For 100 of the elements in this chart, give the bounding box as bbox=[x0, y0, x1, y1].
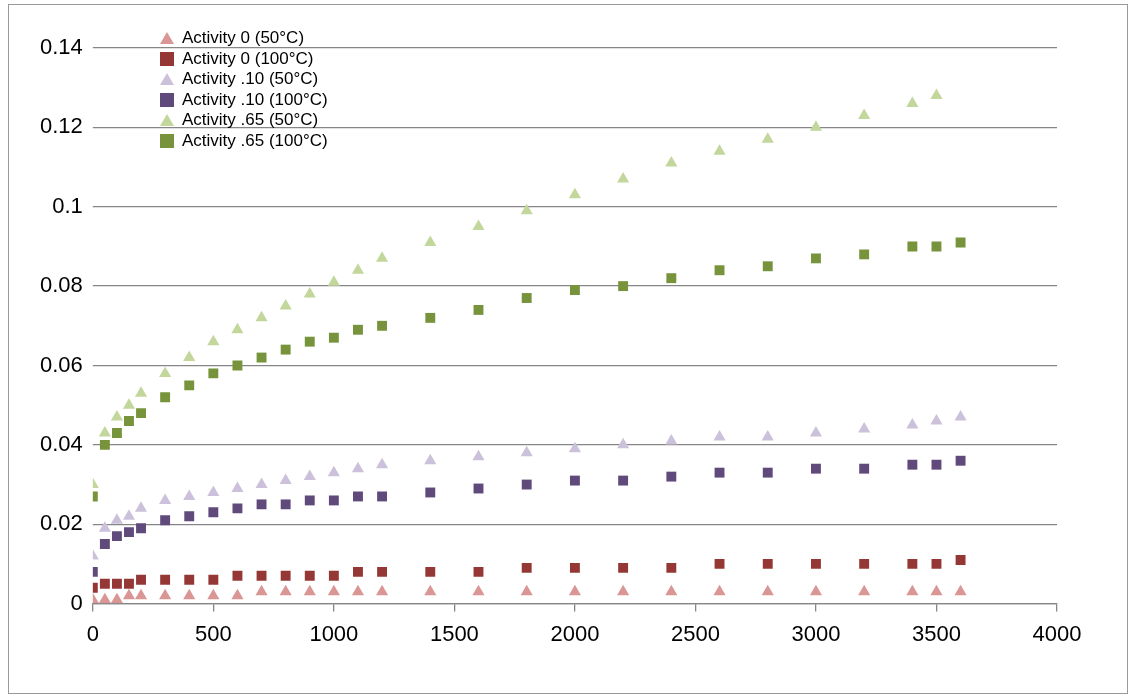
point bbox=[183, 350, 196, 362]
point bbox=[208, 574, 219, 585]
point bbox=[351, 461, 365, 473]
point bbox=[858, 584, 871, 596]
y-tick-label: 0.1 bbox=[52, 192, 83, 218]
point bbox=[761, 132, 774, 143]
point bbox=[714, 265, 725, 276]
point bbox=[907, 459, 918, 470]
point bbox=[303, 469, 316, 481]
point bbox=[761, 584, 774, 596]
point bbox=[304, 495, 315, 506]
point bbox=[160, 515, 171, 526]
x-tick-label: 4000 bbox=[1032, 620, 1082, 646]
point bbox=[666, 471, 677, 482]
point bbox=[424, 453, 437, 465]
point bbox=[255, 477, 268, 489]
point bbox=[425, 566, 436, 577]
point bbox=[955, 555, 966, 565]
x-tick-label: 3500 bbox=[912, 620, 961, 646]
point bbox=[930, 88, 943, 100]
point bbox=[376, 584, 389, 596]
point bbox=[930, 414, 943, 425]
point bbox=[98, 425, 111, 437]
point bbox=[377, 320, 388, 331]
point bbox=[159, 588, 172, 600]
point bbox=[136, 574, 146, 585]
point bbox=[472, 584, 485, 596]
point bbox=[713, 144, 726, 155]
legend-label: Activity .10 (50°C) bbox=[182, 69, 319, 90]
point bbox=[424, 584, 437, 596]
point bbox=[906, 418, 919, 429]
point bbox=[255, 584, 268, 596]
point bbox=[327, 275, 340, 286]
point bbox=[353, 324, 363, 335]
point bbox=[98, 521, 111, 532]
point bbox=[183, 588, 196, 600]
point bbox=[184, 574, 195, 585]
point bbox=[809, 120, 823, 131]
point bbox=[665, 433, 678, 445]
point bbox=[906, 584, 919, 596]
point bbox=[160, 574, 171, 585]
x-tick-label: 1000 bbox=[309, 620, 359, 646]
x-tick-label: 2500 bbox=[670, 620, 720, 646]
point bbox=[569, 475, 580, 486]
point bbox=[520, 445, 533, 457]
point bbox=[134, 501, 148, 512]
point bbox=[568, 441, 581, 453]
point bbox=[327, 465, 340, 477]
point bbox=[184, 380, 195, 391]
point bbox=[353, 491, 363, 502]
point bbox=[256, 352, 267, 363]
point bbox=[811, 253, 821, 264]
x-tick-label: 0 bbox=[86, 620, 99, 646]
point bbox=[811, 463, 821, 474]
point bbox=[231, 322, 244, 334]
point bbox=[568, 584, 581, 596]
x-tick-label: 500 bbox=[194, 620, 232, 646]
point bbox=[328, 495, 339, 506]
point bbox=[353, 566, 363, 577]
point bbox=[110, 513, 123, 524]
point bbox=[207, 588, 220, 600]
y-tick-label: 0.08 bbox=[39, 272, 83, 298]
point bbox=[569, 285, 580, 296]
point bbox=[110, 410, 123, 421]
point bbox=[279, 298, 292, 310]
point bbox=[122, 398, 136, 409]
legend-label: Activity .65 (100°C) bbox=[182, 130, 328, 151]
point bbox=[134, 588, 148, 600]
point bbox=[520, 584, 533, 596]
y-tick-label: 0.06 bbox=[39, 351, 83, 377]
point bbox=[98, 592, 111, 604]
y-tick-label: 0.14 bbox=[39, 34, 83, 60]
point bbox=[111, 531, 122, 542]
point bbox=[713, 429, 726, 441]
point bbox=[303, 584, 316, 596]
point bbox=[811, 558, 821, 569]
point bbox=[208, 368, 219, 379]
point bbox=[906, 96, 919, 108]
point bbox=[160, 392, 171, 403]
legend-label: Activity .65 (50°C) bbox=[182, 110, 319, 131]
point bbox=[376, 251, 389, 262]
point bbox=[99, 578, 110, 589]
point bbox=[858, 108, 871, 119]
point bbox=[136, 408, 146, 419]
y-tick-label: 0 bbox=[70, 589, 83, 615]
point bbox=[931, 459, 942, 470]
point bbox=[907, 558, 918, 569]
point bbox=[280, 570, 291, 581]
point bbox=[328, 332, 339, 343]
point bbox=[666, 562, 677, 573]
point bbox=[231, 481, 244, 493]
point bbox=[761, 429, 774, 441]
point bbox=[521, 562, 532, 573]
point bbox=[473, 304, 484, 315]
point bbox=[279, 473, 292, 485]
point bbox=[124, 578, 134, 589]
point bbox=[279, 584, 292, 596]
point bbox=[207, 334, 220, 346]
point bbox=[110, 592, 123, 604]
point bbox=[931, 241, 942, 252]
